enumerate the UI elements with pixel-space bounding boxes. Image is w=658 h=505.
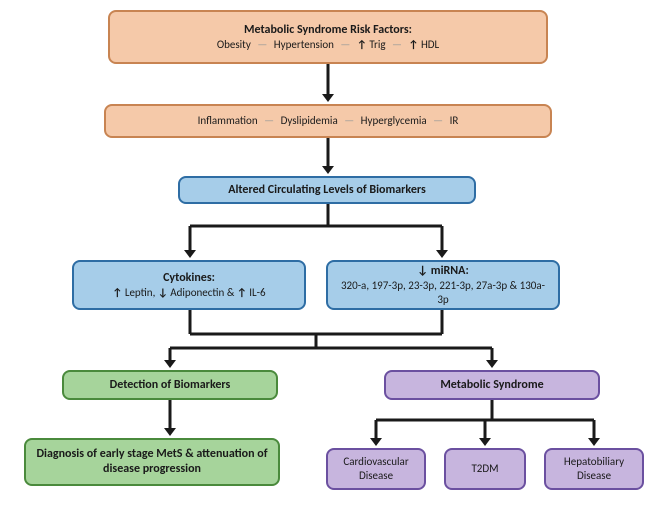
hepato-title: Hepatobiliary Disease [546,455,642,483]
edge-layer [0,0,658,505]
node-altered-biomarkers: Altered Circulating Levels of Biomarkers [178,176,476,204]
node-cvd: Cardiovascular Disease [326,448,426,490]
arrowhead-to-detection [164,360,176,368]
cytokines-title: Cytokines: [163,271,215,286]
arrowhead-risk-to-mid [322,94,334,102]
node-risk-factors: Metabolic Syndrome Risk Factors: Obesity… [108,10,548,64]
diagnosis-title: Diagnosis of early stage MetS & attenuat… [26,447,278,477]
node-t2dm: T2DM [444,448,526,490]
node-metabolic-syndrome: Metabolic Syndrome [384,370,600,400]
arrowhead-detection-to-diag [164,428,176,436]
arrowhead-to-mirna [436,250,448,258]
arrowhead-to-cytokines [184,250,196,258]
arrowhead-to-cvd [370,438,382,446]
arrowhead-mid-to-altered [322,166,334,174]
detection-title: Detection of Biomarkers [110,378,231,393]
mirna-title: ↓ miRNA: [417,264,469,279]
arrowhead-to-hepato [588,438,600,446]
mets-title: Metabolic Syndrome [440,378,543,393]
node-cytokines: Cytokines: ↑ Leptin, ↓ Adiponectin & ↑ I… [72,260,306,310]
risk-title: Metabolic Syndrome Risk Factors: [244,23,412,38]
mid-items: Inflammation — Dyslipidemia — Hyperglyce… [198,114,459,128]
arrowhead-to-t2dm [479,438,491,446]
altered-title: Altered Circulating Levels of Biomarkers [228,183,426,198]
cytokines-line: ↑ Leptin, ↓ Adiponectin & ↑ IL-6 [112,286,265,300]
node-diagnosis: Diagnosis of early stage MetS & attenuat… [24,438,280,486]
risk-items: Obesity — Hypertension — ↑ Trig — ↑ HDL [217,38,439,52]
node-intermediate: Inflammation — Dyslipidemia — Hyperglyce… [104,104,552,138]
cvd-title: Cardiovascular Disease [328,455,424,483]
node-mirna: ↓ miRNA: 320-a, 197-3p, 23-3p, 221-3p, 2… [326,260,560,310]
arrowhead-to-mets [486,360,498,368]
mirna-line: 320-a, 197-3p, 23-3p, 221-3p, 27a-3p & 1… [328,279,558,307]
t2dm-title: T2DM [471,462,498,476]
node-hepatobiliary: Hepatobiliary Disease [544,448,644,490]
node-detection: Detection of Biomarkers [62,370,278,400]
